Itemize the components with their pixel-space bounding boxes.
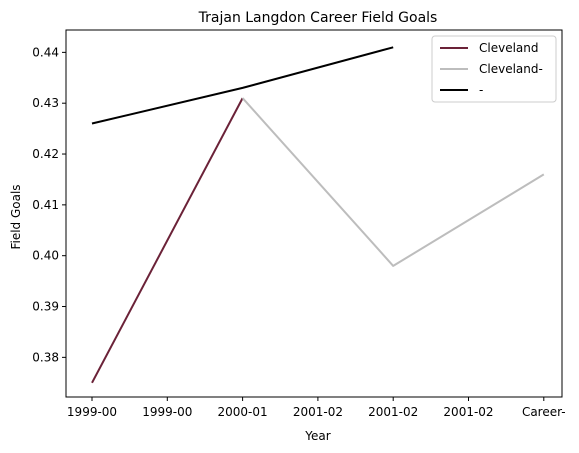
y-tick-label: 0.43 (32, 96, 59, 110)
series-line (91, 97, 244, 384)
y-tick-label: 0.41 (32, 198, 59, 212)
x-axis-label: Year (304, 429, 330, 443)
x-tick-label: Career- (522, 405, 566, 419)
legend: Cleveland Cleveland- - (431, 35, 557, 103)
x-tick-label: 2000-01 (218, 405, 268, 419)
series-line (91, 46, 394, 125)
x-tick-label: 2001-02 (368, 405, 418, 419)
y-tick-label: 0.40 (32, 249, 59, 263)
series-lines (91, 46, 545, 384)
legend-label: Cleveland- (479, 62, 543, 76)
x-tick-label: 2001-02 (293, 405, 343, 419)
x-axis: 1999-00 1999-00 2000-01 2001-02 2001-02 2001-… (67, 397, 566, 419)
chart-title: Trajan Langdon Career Field Goals (198, 10, 438, 26)
series-line (241, 97, 545, 267)
legend-label: - (479, 83, 483, 97)
y-tick-label: 0.44 (32, 45, 59, 59)
y-tick-label: 0.38 (32, 350, 59, 364)
legend-frame (431, 35, 557, 103)
y-tick-label: 0.42 (32, 147, 59, 161)
plot-area (65, 29, 563, 398)
legend-label: Cleveland (479, 41, 539, 55)
x-tick-label: 1999-00 (142, 405, 192, 419)
y-axis: 0.38 0.39 0.40 0.41 0.42 0.43 0.44 (32, 45, 66, 364)
x-tick-label: 2001-02 (443, 405, 493, 419)
y-tick-label: 0.39 (32, 300, 59, 314)
x-tick-label: 1999-00 (67, 405, 117, 419)
y-axis-label: Field Goals (9, 184, 23, 249)
